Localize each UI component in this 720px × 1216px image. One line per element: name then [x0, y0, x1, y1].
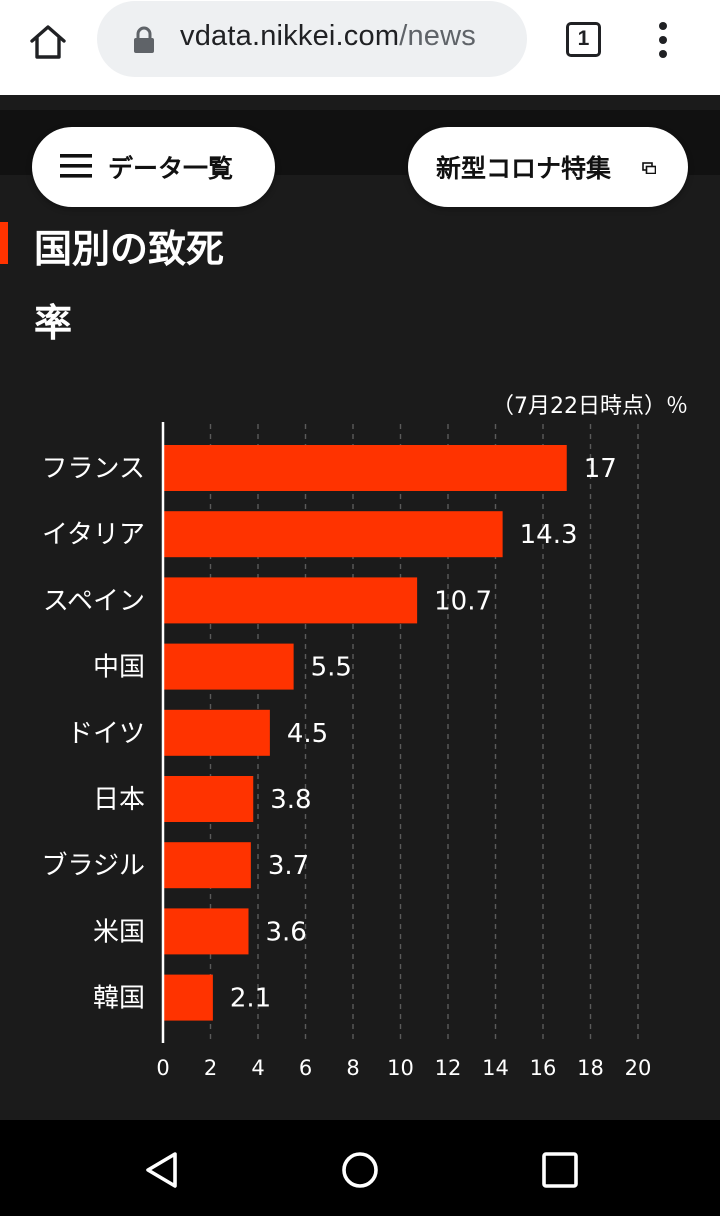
bar: [163, 776, 254, 822]
x-tick-label: 18: [577, 1056, 604, 1080]
bar: [163, 643, 294, 690]
category-label: イタリア: [42, 520, 145, 550]
category-label: 中国: [93, 653, 145, 683]
system-nav-bar: [0, 1120, 720, 1216]
page-title: 国別の致死率: [34, 227, 225, 345]
bar-value-label: 2.1: [230, 984, 271, 1014]
category-label: ブラジル: [42, 851, 145, 881]
category-label: 米国: [93, 917, 145, 947]
category-label: フランス: [42, 454, 145, 484]
bar-chart: 17 フランス 14.3 イタリア 10.7 スペイン 5.5 中国 4.5 ドイツ 3.8 日本 3.…: [42, 422, 652, 1080]
bar: [163, 445, 567, 491]
data-list-button[interactable]: データ一覧: [32, 127, 275, 207]
corona-special-button[interactable]: 新型コロナ特集: [408, 127, 688, 207]
corona-special-label: 新型コロナ特集: [436, 154, 612, 183]
home-icon[interactable]: [26, 20, 70, 64]
x-tick-label: 16: [530, 1056, 557, 1080]
bar-value-label: 17: [584, 454, 617, 484]
header-spacer: [0, 95, 720, 110]
x-tick-label: 4: [251, 1056, 264, 1080]
bar: [163, 842, 251, 889]
bar: [163, 974, 213, 1021]
x-tick-label: 10: [387, 1056, 414, 1080]
lock-icon: [134, 26, 154, 53]
home-circle-icon[interactable]: [340, 1150, 380, 1190]
category-label: 韓国: [93, 984, 145, 1014]
title-accent-bar: [0, 222, 8, 264]
bar-value-label: 3.7: [268, 851, 309, 881]
category-label: 日本: [93, 785, 145, 815]
url-text[interactable]: vdata.nikkei.com/news: [180, 20, 476, 53]
tab-switcher-button[interactable]: 1: [566, 22, 601, 57]
bar-value-label: 4.5: [287, 719, 328, 749]
chart-note: （7月22日時点）％: [492, 394, 688, 419]
x-tick-label: 2: [204, 1056, 217, 1080]
x-tick-label: 12: [435, 1056, 462, 1080]
bar: [163, 709, 270, 756]
bar: [163, 511, 503, 558]
bar-value-label: 10.7: [434, 586, 492, 616]
category-label: ドイツ: [67, 719, 145, 749]
bar-value-label: 14.3: [520, 520, 578, 550]
more-options-icon[interactable]: [648, 18, 678, 62]
menu-icon: [60, 154, 92, 178]
external-link-icon: [642, 162, 656, 174]
bar-value-label: 3.6: [266, 917, 307, 947]
x-tick-label: 14: [482, 1056, 509, 1080]
address-bar[interactable]: [97, 1, 527, 77]
back-icon[interactable]: [142, 1150, 182, 1190]
x-tick-label: 0: [156, 1056, 169, 1080]
url-path: /news: [399, 20, 476, 52]
bar: [163, 577, 418, 624]
url-host: vdata.nikkei.com: [180, 20, 400, 52]
bar-value-label: 5.5: [311, 653, 352, 683]
data-list-label: データ一覧: [108, 154, 234, 183]
x-tick-label: 6: [299, 1056, 312, 1080]
recents-icon[interactable]: [541, 1151, 579, 1189]
browser-toolbar: vdata.nikkei.com/news 1: [0, 0, 720, 95]
bar-value-label: 3.8: [270, 785, 311, 815]
x-tick-label: 20: [625, 1056, 652, 1080]
category-label: スペイン: [43, 586, 145, 616]
bar: [163, 908, 249, 955]
x-tick-label: 8: [346, 1056, 359, 1080]
